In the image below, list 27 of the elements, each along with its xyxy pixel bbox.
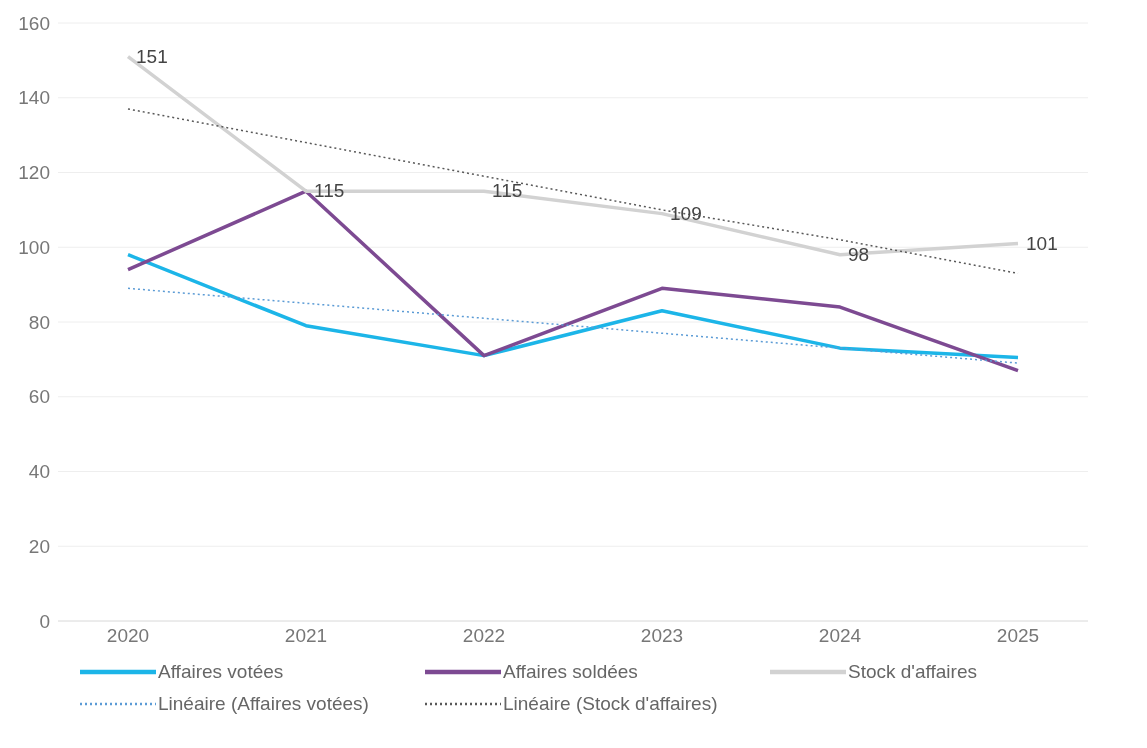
- legend-label: Stock d'affaires: [848, 661, 977, 683]
- legend-label: Affaires votées: [158, 661, 284, 683]
- data-label: 109: [670, 202, 702, 224]
- y-tick-label: 60: [28, 386, 50, 408]
- y-tick-label: 80: [28, 311, 50, 333]
- legend-label: Affaires soldées: [503, 661, 638, 683]
- y-tick-label: 40: [28, 461, 50, 483]
- x-tick-label: 2023: [640, 625, 684, 647]
- data-label: 101: [1026, 232, 1058, 254]
- legend-label: Linéaire (Affaires votées): [158, 693, 369, 715]
- x-tick-label: 2024: [818, 625, 862, 647]
- legend-label: Linéaire (Stock d'affaires): [503, 693, 718, 715]
- y-tick-label: 100: [18, 236, 50, 258]
- x-tick-label: 2025: [996, 625, 1040, 647]
- data-label: 98: [848, 243, 870, 265]
- x-tick-label: 2021: [284, 625, 328, 647]
- y-tick-label: 20: [28, 535, 50, 557]
- x-tick-label: 2022: [462, 625, 506, 647]
- y-tick-label: 120: [18, 162, 50, 184]
- line-series: [127, 287, 1019, 364]
- x-tick-label: 2020: [106, 625, 150, 647]
- y-tick-label: 140: [18, 87, 50, 109]
- y-tick-label: 160: [18, 12, 50, 34]
- data-label: 115: [492, 180, 523, 202]
- data-label: 115: [314, 180, 345, 202]
- y-tick-label: 0: [39, 610, 50, 632]
- data-label: 151: [136, 45, 168, 67]
